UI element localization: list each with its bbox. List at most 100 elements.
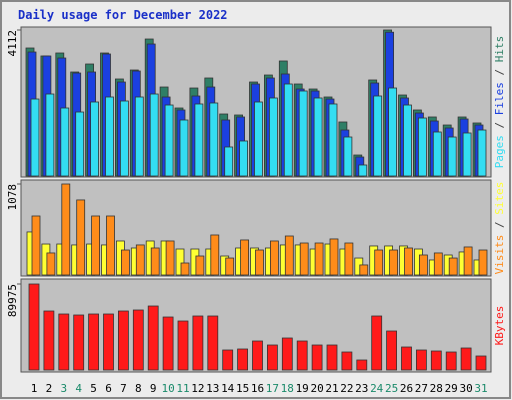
x-tick-label: 14 bbox=[221, 382, 235, 395]
bar bbox=[386, 330, 398, 371]
y-tick-label: 89975 bbox=[6, 284, 19, 317]
x-tick-label: 30 bbox=[459, 382, 472, 395]
x-tick-label: 16 bbox=[251, 382, 264, 395]
bar bbox=[417, 117, 427, 177]
bar bbox=[90, 101, 99, 177]
bar bbox=[254, 101, 263, 177]
bar bbox=[475, 355, 487, 371]
bar bbox=[432, 131, 442, 177]
bar bbox=[43, 310, 55, 371]
x-tick-label: 5 bbox=[90, 382, 97, 395]
bar bbox=[225, 257, 235, 276]
bar bbox=[58, 313, 70, 371]
bar bbox=[255, 249, 264, 276]
bar bbox=[401, 346, 412, 371]
bar bbox=[268, 97, 278, 177]
bar bbox=[222, 349, 234, 371]
bar bbox=[239, 140, 249, 177]
bar bbox=[76, 199, 86, 276]
x-tick-label: 3 bbox=[60, 382, 67, 395]
bar bbox=[165, 240, 175, 276]
x-tick-label: 1 bbox=[31, 382, 38, 395]
x-tick-label: 21 bbox=[325, 382, 338, 395]
legend-separator: / bbox=[493, 115, 506, 135]
x-tick-label: 27 bbox=[415, 382, 428, 395]
bar bbox=[314, 242, 324, 276]
x-tick-label: 26 bbox=[400, 382, 413, 395]
y-tick-label: 1078 bbox=[6, 184, 19, 211]
bar bbox=[462, 132, 472, 177]
x-tick-label: 23 bbox=[355, 382, 368, 395]
bar bbox=[195, 255, 205, 276]
bar bbox=[194, 103, 204, 177]
bar bbox=[404, 247, 413, 276]
bar bbox=[448, 257, 458, 276]
bar bbox=[373, 95, 383, 177]
x-tick-label: 28 bbox=[430, 382, 443, 395]
x-tick-label: 25 bbox=[385, 382, 398, 395]
legend-entry: Pages bbox=[493, 135, 506, 168]
legend-entry: Files bbox=[493, 82, 506, 115]
x-tick-label: 2 bbox=[46, 382, 53, 395]
x-tick-label: 17 bbox=[266, 382, 279, 395]
bar bbox=[299, 242, 309, 276]
bar bbox=[60, 107, 70, 177]
bar bbox=[356, 359, 368, 371]
bar bbox=[162, 316, 174, 371]
bar bbox=[28, 283, 40, 371]
bar bbox=[121, 249, 130, 276]
bar bbox=[430, 350, 442, 371]
bar bbox=[433, 252, 443, 276]
bar bbox=[266, 344, 278, 371]
x-tick-label: 6 bbox=[105, 382, 112, 395]
bar bbox=[73, 314, 85, 371]
bar bbox=[313, 97, 323, 177]
x-tick-label: 10 bbox=[161, 382, 174, 395]
x-tick-label: 9 bbox=[150, 382, 157, 395]
x-tick-label: 20 bbox=[310, 382, 323, 395]
bar bbox=[237, 348, 249, 371]
bar bbox=[106, 215, 115, 276]
bar bbox=[252, 340, 263, 371]
x-tick-label: 15 bbox=[236, 382, 249, 395]
bar bbox=[371, 315, 383, 371]
bar bbox=[328, 103, 338, 177]
bar bbox=[415, 349, 427, 371]
x-tick-label: 22 bbox=[340, 382, 353, 395]
bar bbox=[88, 313, 99, 371]
bar bbox=[179, 119, 189, 177]
bar bbox=[341, 351, 353, 371]
bar bbox=[283, 83, 293, 177]
bar bbox=[31, 215, 41, 276]
bar bbox=[478, 249, 488, 276]
x-tick-label: 8 bbox=[135, 382, 142, 395]
bar bbox=[477, 129, 487, 177]
bar bbox=[192, 315, 204, 371]
bar bbox=[224, 146, 234, 177]
bar bbox=[164, 104, 174, 177]
bar bbox=[359, 264, 369, 276]
x-tick-label: 24 bbox=[370, 382, 384, 395]
bar bbox=[358, 164, 368, 177]
bar bbox=[149, 93, 159, 177]
x-tick-label: 13 bbox=[206, 382, 219, 395]
y-tick-label: 4112 bbox=[6, 30, 19, 57]
bar bbox=[75, 111, 85, 177]
bar bbox=[135, 244, 145, 276]
bar bbox=[326, 344, 338, 371]
bar bbox=[207, 315, 219, 371]
chart-title: Daily usage for December 2022 bbox=[18, 8, 228, 22]
bar bbox=[388, 87, 398, 177]
bar bbox=[460, 347, 472, 371]
bar bbox=[46, 252, 56, 276]
bar bbox=[389, 249, 399, 276]
bar bbox=[210, 234, 220, 276]
legend-entry: Visits bbox=[493, 235, 506, 275]
bar bbox=[209, 102, 219, 177]
bar bbox=[240, 239, 250, 276]
legend: Visits / Sites bbox=[493, 182, 506, 275]
bar bbox=[132, 309, 144, 371]
bar bbox=[403, 104, 412, 177]
bar bbox=[281, 337, 293, 371]
